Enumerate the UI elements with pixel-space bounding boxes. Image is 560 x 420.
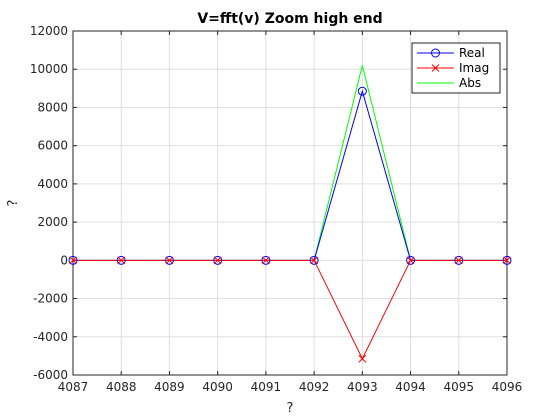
legend-label-real: Real	[459, 46, 485, 60]
y-tick-label: 2000	[37, 215, 68, 229]
chart-title: V=fft(v) Zoom high end	[197, 11, 382, 27]
y-axis: -6000 -4000 -2000 0 2000 4000 6000 8000 10000 120…	[30, 24, 507, 382]
point-real	[357, 86, 367, 96]
x-tick-label: 4088	[106, 380, 137, 394]
point-real	[164, 255, 174, 265]
point-real	[454, 255, 464, 265]
y-tick-label: 12000	[30, 24, 68, 38]
x-tick-label: 4095	[444, 380, 475, 394]
legend-label-imag: Imag	[459, 61, 489, 75]
markers-real	[68, 86, 512, 265]
y-tick-label: 4000	[37, 177, 68, 191]
series-abs	[73, 65, 507, 261]
x-tick-label: 4087	[58, 380, 89, 394]
plot-area	[72, 30, 508, 376]
point-real	[116, 255, 126, 265]
y-tick-label: 8000	[37, 100, 68, 114]
series-line-real	[73, 89, 507, 261]
point-imag	[310, 256, 318, 265]
point-imag	[213, 256, 222, 265]
point-real	[309, 255, 319, 265]
x-tick-label: 4090	[202, 380, 233, 394]
series-layer	[68, 65, 512, 363]
series-line-imag	[73, 259, 507, 360]
point-real	[502, 255, 512, 265]
series-real	[73, 89, 507, 261]
legend-label-abs: Abs	[459, 76, 481, 90]
x-axis: 4087 4088 4089 4090 4091 4092 4093 4094 4095 4096	[58, 31, 523, 394]
point-imag	[454, 256, 463, 265]
y-tick-label: -4000	[33, 330, 68, 344]
x-tick-label: 4093	[347, 380, 378, 394]
series-imag	[73, 259, 507, 360]
point-real	[68, 255, 78, 265]
y-tick-label: 10000	[30, 62, 68, 76]
x-tick-label: 4091	[251, 380, 282, 394]
x-tick-label: 4094	[395, 380, 426, 394]
markers-imag	[69, 256, 511, 363]
point-real	[213, 255, 223, 265]
y-axis-label: ?	[6, 200, 21, 207]
point-imag	[69, 256, 77, 265]
point-imag	[503, 256, 511, 265]
point-imag	[165, 256, 174, 265]
x-tick-label: 4096	[492, 380, 523, 394]
legend-item-real: Real	[417, 46, 485, 60]
legend-item-abs: Abs	[417, 76, 481, 90]
point-imag	[358, 354, 367, 363]
point-imag	[262, 256, 270, 265]
point-real	[261, 255, 271, 265]
y-tick-label: 6000	[37, 139, 68, 153]
legend-item-imag: Imag	[417, 61, 489, 75]
point-imag	[117, 256, 126, 265]
point-imag	[406, 256, 415, 265]
series-line-abs	[73, 65, 507, 261]
y-tick-label: 0	[60, 253, 68, 267]
point-real	[406, 255, 416, 265]
x-tick-label: 4092	[299, 380, 330, 394]
x-tick-label: 4089	[154, 380, 185, 394]
y-tick-label: -2000	[33, 292, 68, 306]
y-tick-label: -6000	[33, 368, 68, 382]
x-axis-label: ?	[287, 401, 294, 416]
